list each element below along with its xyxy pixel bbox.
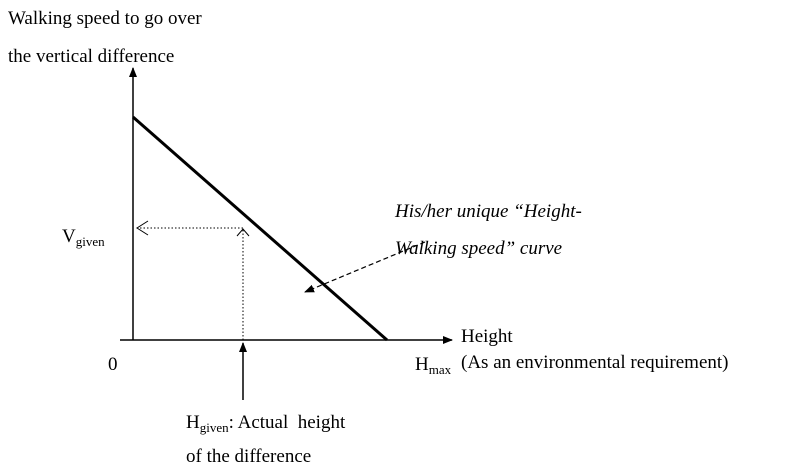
x-axis-label: (As an environmental requirement)	[461, 352, 728, 373]
v-given-label: Vgiven	[62, 226, 105, 249]
curve-label: Walking speed” curve	[395, 238, 562, 259]
callout-arrow	[304, 241, 426, 293]
open-arrow-up	[236, 228, 250, 237]
h-max-label: Hmax	[415, 354, 452, 377]
h-given-label: of the difference	[186, 446, 311, 467]
origin-label: 0	[108, 354, 118, 375]
open-arrow	[136, 220, 149, 236]
y-axis-label: Walking speed to go over	[8, 8, 202, 29]
x-axis-label: Height	[461, 326, 513, 347]
y-axis-label: the vertical difference	[8, 46, 174, 67]
curve	[132, 115, 388, 342]
h-given-label: Hgiven: Actual height	[186, 412, 346, 435]
curve-label: His/her unique “Height-	[394, 201, 582, 222]
